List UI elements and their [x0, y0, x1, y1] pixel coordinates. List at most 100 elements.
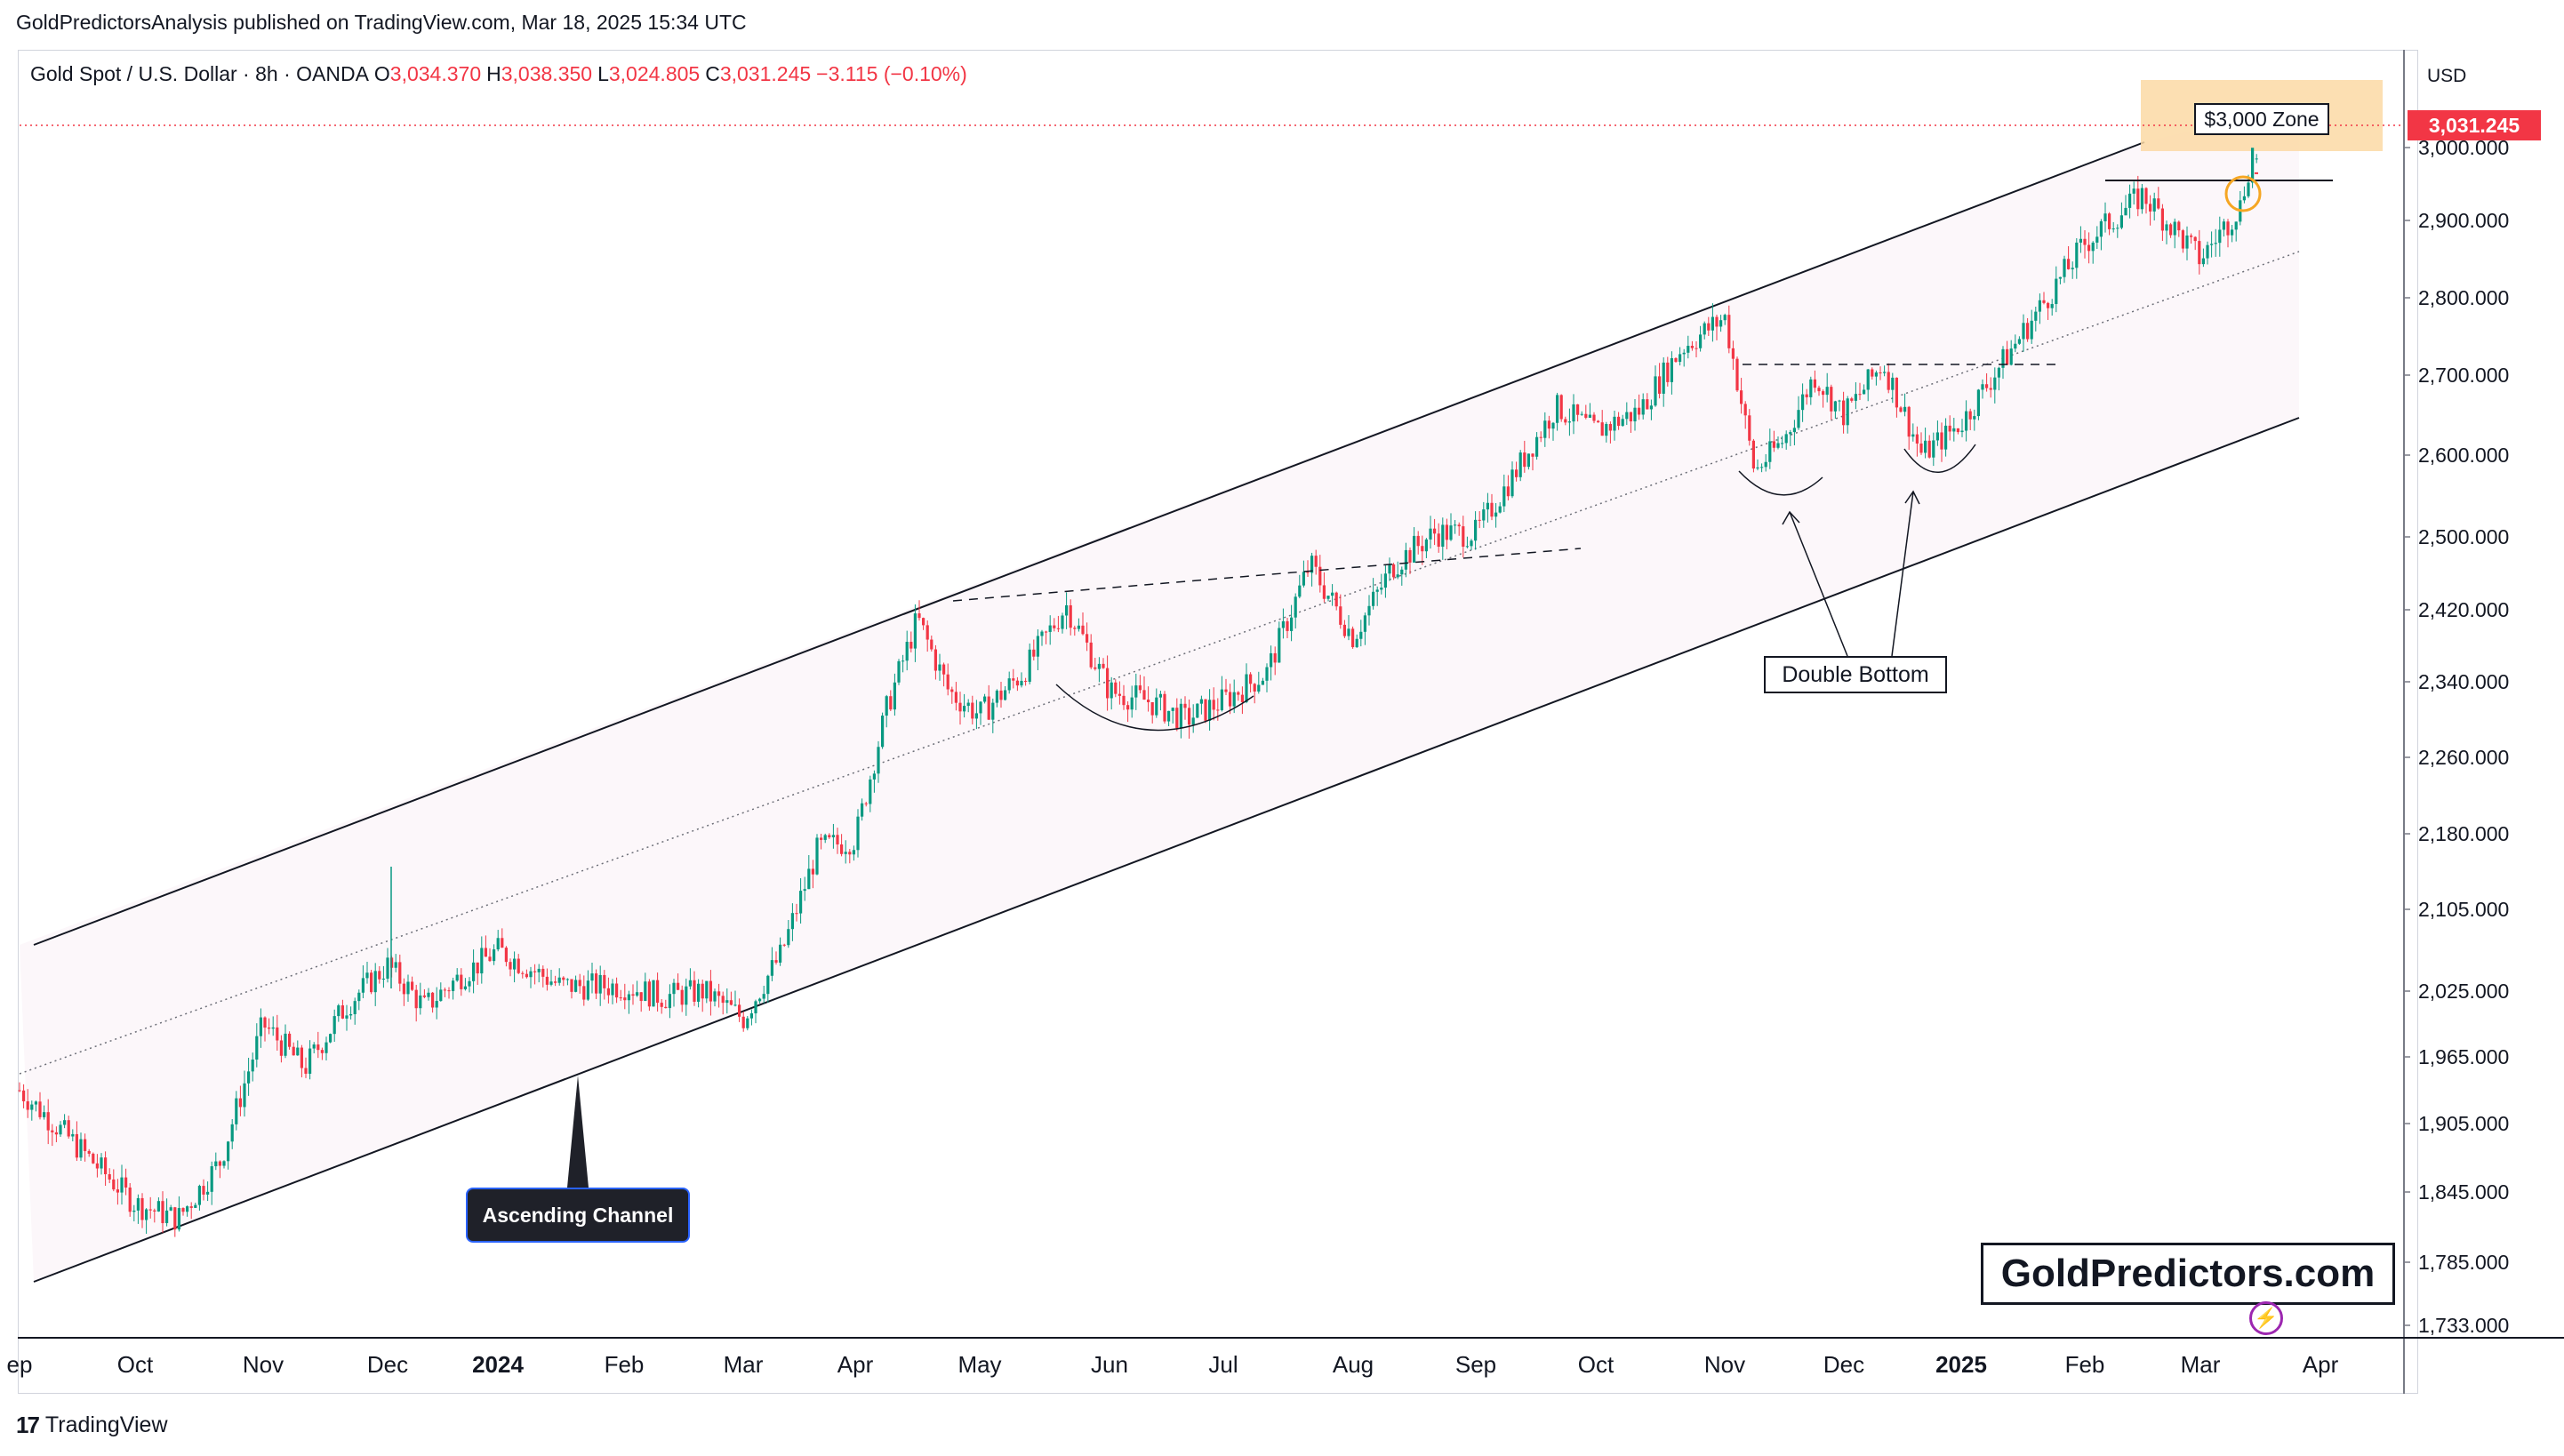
candle-body [333, 1016, 336, 1035]
candle-body [480, 948, 484, 974]
candle-body [2136, 188, 2140, 210]
candle-body [1413, 535, 1416, 563]
candle-body [578, 980, 581, 987]
candle-body [2009, 348, 2013, 365]
candle-body [1048, 625, 1052, 632]
candle-body [963, 706, 966, 712]
candle-body [1142, 690, 1146, 700]
candle-body [1270, 652, 1273, 668]
price-axis-divider [2403, 50, 2405, 1394]
candle-body [165, 1210, 169, 1224]
candle-body [831, 835, 835, 837]
candle-body [1605, 424, 1608, 436]
current-price-tag: 3,031.245 [2408, 110, 2541, 140]
candle-body [378, 971, 381, 980]
y-tick-label: 1,785.000 [2418, 1251, 2509, 1274]
candle-body [823, 835, 827, 840]
candle-body [202, 1186, 205, 1195]
candle-body [63, 1120, 67, 1125]
candle-body [636, 992, 639, 996]
candle-body [2083, 238, 2087, 245]
candle-body [1380, 588, 1383, 590]
candle-body [345, 1015, 349, 1019]
candle-body [582, 986, 586, 1000]
candle-body [2075, 242, 2079, 268]
candle-body [381, 978, 385, 980]
candle-body [349, 1013, 353, 1016]
candle-body [71, 1133, 75, 1137]
candle-body [881, 716, 885, 748]
channel-fill [20, 105, 2299, 1282]
candle-body [496, 938, 500, 950]
candle-body [1617, 416, 1621, 427]
x-tick-label: Feb [605, 1351, 645, 1378]
y-tick-label: 2,180.000 [2418, 822, 2509, 845]
candle-body [1077, 625, 1080, 629]
candle-body [1735, 358, 1739, 391]
lightning-bolt-icon[interactable]: ⚡ [2249, 1301, 2283, 1335]
candle-body [2185, 235, 2189, 249]
candle-body [373, 971, 377, 993]
candle-body [590, 973, 594, 981]
candle-body [1449, 525, 1453, 540]
candle-body [1899, 407, 1903, 412]
symbol-name[interactable]: Gold Spot / U.S. Dollar · 8h · OANDA [30, 62, 369, 85]
candle-body [1331, 592, 1334, 596]
candle-body [1711, 316, 1714, 331]
candle-body [1372, 591, 1375, 606]
candle-body [586, 980, 589, 1000]
candle-body [828, 835, 831, 837]
candle-body [1028, 649, 1031, 682]
y-tick-label: 2,700.000 [2418, 364, 2509, 387]
candle-body [815, 837, 819, 875]
candle-body [746, 1018, 749, 1028]
candle-body [966, 702, 970, 707]
candle-body [754, 1001, 757, 1014]
candle-body [1150, 702, 1154, 716]
candle-body [983, 696, 987, 702]
candle-body [132, 1210, 136, 1212]
candle-body [1801, 394, 1805, 411]
candle-body [1539, 436, 1542, 438]
candle-body [685, 986, 688, 1005]
candle-body [1032, 649, 1036, 657]
candle-body [1523, 452, 1526, 468]
annotation-layer [567, 175, 2333, 1188]
candle-body [1429, 528, 1432, 540]
candle-body [623, 997, 627, 1001]
candle-body [1976, 389, 1980, 417]
candle-body [987, 696, 990, 720]
candle-body [472, 962, 476, 981]
candle-body [2063, 259, 2066, 277]
candle-body [1748, 415, 1751, 441]
candle-body [1608, 424, 1612, 431]
candle-body [1359, 631, 1363, 639]
candle-body [1478, 519, 1481, 521]
candle-body [161, 1201, 164, 1224]
candle-body [1629, 412, 1632, 422]
candle-body [925, 625, 929, 640]
candle-body [656, 980, 660, 1004]
candle-body [647, 981, 651, 1007]
candle-body [2177, 221, 2181, 231]
candle-body [790, 913, 794, 930]
candle-body [288, 1033, 292, 1047]
candle-body [1715, 316, 1719, 327]
candle-body [627, 994, 630, 1001]
candle-body [1355, 638, 1358, 648]
candle-body [1817, 388, 1821, 392]
candle-body [799, 891, 803, 914]
candle-body [1122, 695, 1126, 706]
candle-body [210, 1166, 213, 1192]
currency-label[interactable]: USD [2427, 66, 2467, 86]
candle-body [942, 664, 946, 675]
tradingview-brand[interactable]: TradingView [44, 1412, 168, 1437]
high-value: 3,038.350 [501, 62, 593, 85]
candle-body [1944, 425, 1948, 450]
candle-body [1965, 411, 1968, 431]
candle-body [1572, 404, 1575, 422]
candle-body [2095, 236, 2099, 243]
candle-body [852, 850, 855, 855]
candle-body [1237, 692, 1240, 695]
